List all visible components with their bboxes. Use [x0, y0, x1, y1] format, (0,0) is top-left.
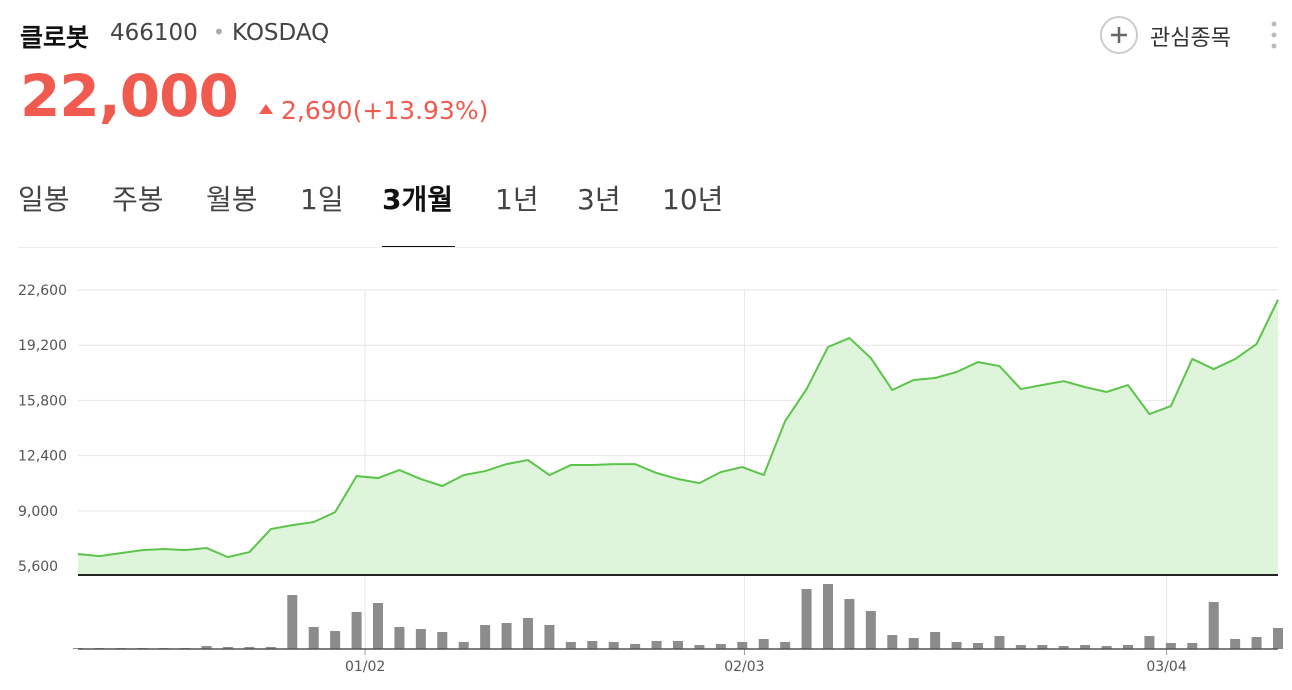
- divider: [18, 247, 1278, 248]
- price: 22,000: [20, 62, 239, 130]
- volume-bar: [994, 636, 1005, 649]
- tab[interactable]: 주봉: [112, 183, 164, 216]
- y-tick-label: 12,400: [18, 449, 67, 465]
- tab[interactable]: 일봉: [18, 183, 70, 216]
- add-watch-icon[interactable]: [1099, 15, 1139, 55]
- volume-bar: [480, 625, 491, 649]
- volume-bar: [887, 635, 898, 649]
- volume-bar: [373, 603, 383, 649]
- volume-bar: [737, 642, 748, 649]
- volume-bar: [458, 642, 469, 649]
- market: KOSDAQ: [232, 20, 330, 46]
- volume-bar: [1080, 645, 1091, 649]
- price-area: [78, 299, 1278, 575]
- volume-bar: [780, 642, 791, 649]
- volume-bar: [587, 641, 598, 649]
- y-tick-label: 22,600: [18, 283, 67, 299]
- volume-bar: [244, 647, 255, 649]
- y-tick-label: 19,200: [18, 338, 67, 354]
- volume-bar: [1208, 602, 1219, 649]
- volume-bar: [823, 584, 833, 649]
- volume-bar: [501, 623, 512, 649]
- volume-bar: [758, 639, 769, 649]
- volume-bar: [565, 642, 576, 649]
- volume-bar: [394, 627, 405, 649]
- volume-bar: [1058, 646, 1069, 649]
- up-arrow: [259, 104, 273, 114]
- volume-bar: [801, 589, 812, 649]
- y-tick-label: 15,800: [18, 393, 67, 409]
- volume-bar: [651, 641, 662, 649]
- volume-bar: [1187, 643, 1198, 649]
- volume-bar: [1273, 628, 1283, 649]
- more-menu[interactable]: [1268, 20, 1280, 50]
- stock-code: 466100: [110, 20, 198, 46]
- volume-bar: [973, 643, 983, 649]
- tab[interactable]: 월봉: [206, 183, 258, 216]
- volume-bar: [223, 647, 233, 649]
- volume-bar: [308, 627, 319, 649]
- volume-bar: [715, 644, 726, 649]
- x-tick-label: 02/03: [724, 659, 764, 675]
- volume-bar: [844, 599, 855, 649]
- volume-bar: [1015, 645, 1026, 649]
- volume-bar: [437, 632, 448, 649]
- volume-bar: [694, 645, 705, 649]
- tab[interactable]: 3년: [577, 183, 621, 216]
- volume-bar: [951, 642, 962, 649]
- volume-bar: [415, 629, 426, 649]
- tab[interactable]: 1일: [300, 183, 344, 216]
- volume-bar: [908, 638, 919, 649]
- y-tick-label: 5,600: [18, 559, 58, 575]
- volume-bar: [1101, 646, 1112, 649]
- volume-bar: [287, 595, 298, 649]
- tab[interactable]: 10년: [662, 183, 724, 216]
- volume-bar: [1251, 637, 1262, 649]
- volume-bar: [330, 631, 341, 649]
- volume-bar: [1144, 636, 1155, 649]
- volume-bar: [1230, 639, 1241, 649]
- volume-bar: [930, 632, 941, 649]
- tab[interactable]: 1년: [495, 183, 539, 216]
- x-tick-label: 01/02: [345, 659, 385, 675]
- volume-bar: [544, 625, 555, 649]
- volume-bar: [523, 618, 533, 649]
- volume-bar: [1165, 643, 1176, 649]
- separator: •: [213, 20, 225, 44]
- volume-bar: [630, 644, 641, 649]
- stock-name: 클로봇: [20, 23, 90, 52]
- volume-bar: [265, 647, 276, 649]
- tab[interactable]: 3개월: [382, 183, 454, 216]
- volume-bar: [201, 646, 212, 649]
- volume-bar: [1123, 645, 1133, 649]
- volume-bar: [351, 612, 362, 649]
- y-tick-label: 9,000: [18, 504, 58, 520]
- watchlist[interactable]: 관심종목: [1150, 26, 1231, 51]
- volume-bar: [1037, 645, 1048, 649]
- change: 2,690(+13.93%): [281, 96, 489, 125]
- volume-bar: [865, 611, 876, 649]
- x-tick-label: 03/04: [1146, 659, 1186, 675]
- volume-bar: [608, 642, 619, 649]
- price-line: [77, 299, 1279, 559]
- volume-bar: [673, 641, 683, 649]
